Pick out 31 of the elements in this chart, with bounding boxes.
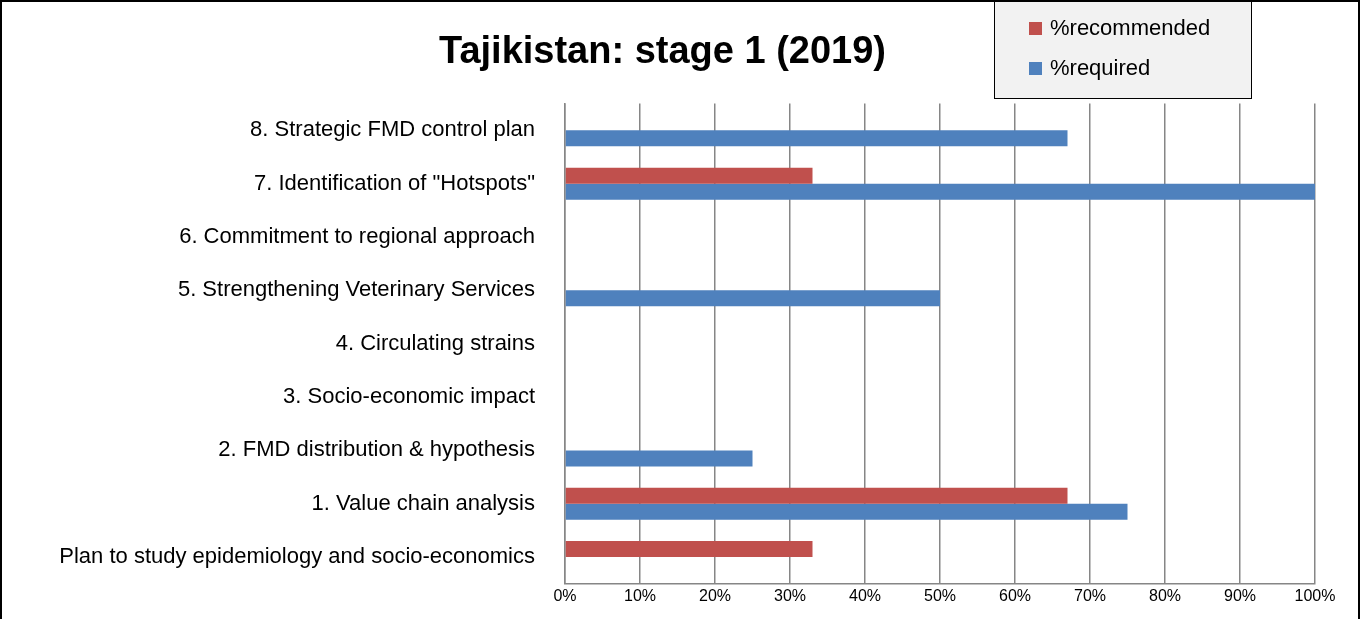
x-tick-label: 30% [773, 586, 807, 604]
bar [565, 290, 940, 307]
x-tick-label: 0% [553, 586, 577, 604]
y-tick-label: 7. Identification of "Hotspots" [254, 169, 535, 195]
x-tick-label: 70% [1073, 586, 1107, 604]
bar [565, 130, 1068, 147]
bar [565, 450, 753, 467]
y-tick-label: 2. FMD distribution & hypothesis [218, 436, 535, 462]
y-tick-label: 8. Strategic FMD control plan [250, 116, 535, 142]
bar [565, 183, 1315, 200]
x-tick-label: 60% [998, 586, 1032, 604]
y-tick-label: 5. Strengthening Veterinary Services [177, 276, 535, 302]
y-tick-label: 4. Circulating strains [335, 329, 535, 355]
legend-label: %recommended [1050, 15, 1211, 41]
x-tick-label: 90% [1223, 586, 1257, 604]
bar [565, 503, 1128, 520]
x-tick-label: 20% [698, 586, 732, 604]
bar [565, 487, 1068, 504]
x-tick-label: 10% [623, 586, 657, 604]
x-tick-label: 80% [1148, 586, 1182, 604]
bar [565, 541, 813, 558]
y-tick-label: Plan to study epidemiology and socio-economics [59, 543, 535, 569]
y-tick-label: 1. Value chain analysis [311, 489, 535, 515]
x-tick-label: 50% [923, 586, 957, 604]
x-tick-label: 40% [848, 586, 882, 604]
legend-label: %required [1050, 55, 1151, 81]
y-tick-label: 6. Commitment to regional approach [179, 223, 535, 249]
chart-title: Tajikistan: stage 1 (2019) [438, 29, 887, 72]
x-tick-label: 100% [1294, 586, 1336, 604]
bar [565, 167, 813, 184]
y-tick-label: 3. Socio-economic impact [283, 383, 535, 409]
